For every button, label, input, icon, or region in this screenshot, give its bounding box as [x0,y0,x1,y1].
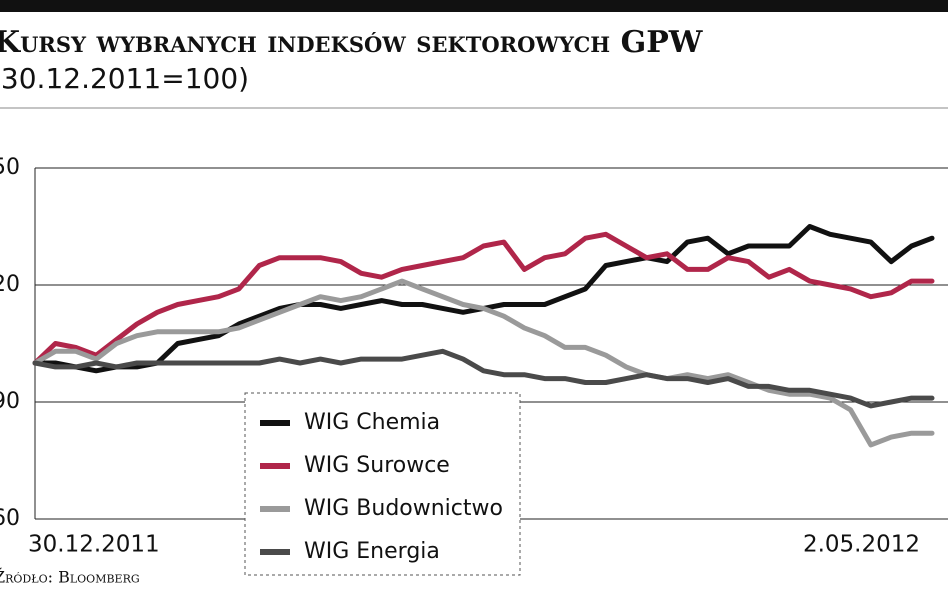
chart-subtitle: (30.12.2011=100) [0,62,249,95]
x-tick-label: 30.12.2011 [28,532,160,558]
chart-title: Kursy wybranych indeksów sektorowych GPW [0,25,704,60]
source: Źródło: Bloomberg [0,567,140,587]
legend-box [244,392,521,576]
series-line [32,278,935,448]
y-tick-label: 150 [0,155,20,180]
top-bar [0,0,948,12]
legend-label: WIG Surowce [304,453,450,478]
y-tick-label: 120 [0,272,20,297]
series-line [32,231,935,366]
y-tick-label: 90 [0,389,20,414]
y-tick-label: 60 [0,506,20,531]
x-tick-label: 2.05.2012 [803,532,920,558]
series-line [32,348,935,409]
legend-label: WIG Chemia [304,410,440,435]
legend-label: WIG Energia [304,539,440,564]
legend-label: WIG Budownictwo [304,496,503,521]
